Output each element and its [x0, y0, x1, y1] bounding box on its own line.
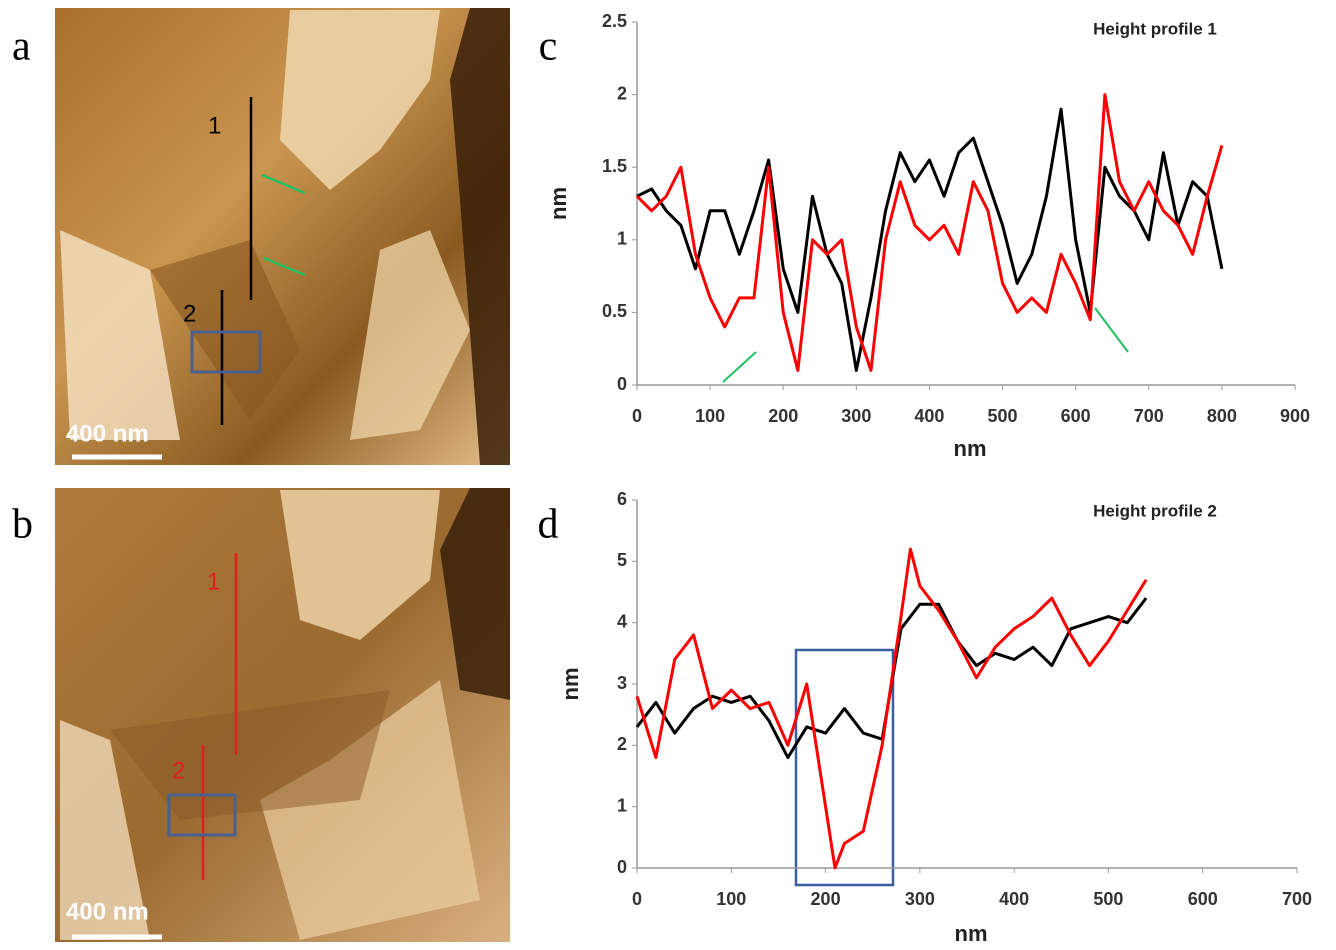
line-label: 2: [172, 757, 185, 784]
y-tick-label: 6: [617, 489, 627, 509]
panel-label: a: [12, 24, 31, 70]
x-tick-label: 200: [811, 889, 841, 909]
y-tick-label: 1: [617, 795, 627, 815]
panel-label: b: [12, 502, 33, 548]
scale-bar-label: 400 nm: [66, 898, 149, 925]
y-tick-label: 0.5: [602, 301, 627, 321]
highlight-box: [794, 648, 895, 887]
panel-label: c: [539, 24, 558, 70]
y-tick-label: 1: [617, 229, 627, 249]
afm-image-a: [55, 8, 510, 465]
y-tick-label: 2.5: [602, 11, 627, 31]
x-tick-label: 300: [905, 889, 935, 909]
x-tick-label: 600: [1061, 406, 1091, 426]
x-axis-label: nm: [955, 921, 988, 946]
line-label: 1: [207, 568, 220, 595]
x-tick-label: 800: [1207, 406, 1237, 426]
x-tick-label: 500: [988, 406, 1018, 426]
arrow: [722, 351, 757, 383]
x-tick-label: 300: [841, 406, 871, 426]
y-tick-label: 3: [617, 673, 627, 693]
y-tick-label: 5: [617, 550, 627, 570]
line-label: 1: [208, 112, 221, 139]
y-tick-label: 4: [617, 611, 627, 631]
x-tick-label: 100: [716, 889, 746, 909]
y-tick-label: 2: [617, 83, 627, 103]
scale-bar-label: 400 nm: [66, 420, 149, 447]
y-axis-label: nm: [558, 668, 583, 701]
y-tick-label: 0: [617, 857, 627, 877]
x-tick-label: 500: [1093, 889, 1123, 909]
line-label: 2: [183, 300, 196, 327]
x-tick-label: 900: [1280, 406, 1310, 426]
y-tick-label: 0: [617, 374, 627, 394]
x-tick-label: 0: [632, 889, 642, 909]
data-line: [636, 107, 1224, 372]
x-tick-label: 400: [914, 406, 944, 426]
x-tick-label: 400: [999, 889, 1029, 909]
data-line: [635, 93, 1224, 372]
y-tick-label: 1.5: [602, 156, 627, 176]
y-tick-label: 2: [617, 734, 627, 754]
panel-label: d: [538, 502, 559, 548]
arrow: [1094, 307, 1129, 353]
x-tick-label: 200: [768, 406, 798, 426]
annotation: Height profile 2: [1093, 501, 1217, 520]
x-tick-label: 700: [1282, 889, 1312, 909]
x-tick-label: 100: [695, 406, 725, 426]
afm-image-b: [55, 488, 510, 942]
data-line: [635, 547, 1148, 870]
annotation: Height profile 1: [1093, 19, 1217, 38]
x-tick-label: 600: [1188, 889, 1218, 909]
x-axis-label: nm: [954, 436, 987, 461]
y-axis-label: nm: [546, 187, 571, 220]
x-tick-label: 0: [632, 406, 642, 426]
x-tick-label: 700: [1134, 406, 1164, 426]
